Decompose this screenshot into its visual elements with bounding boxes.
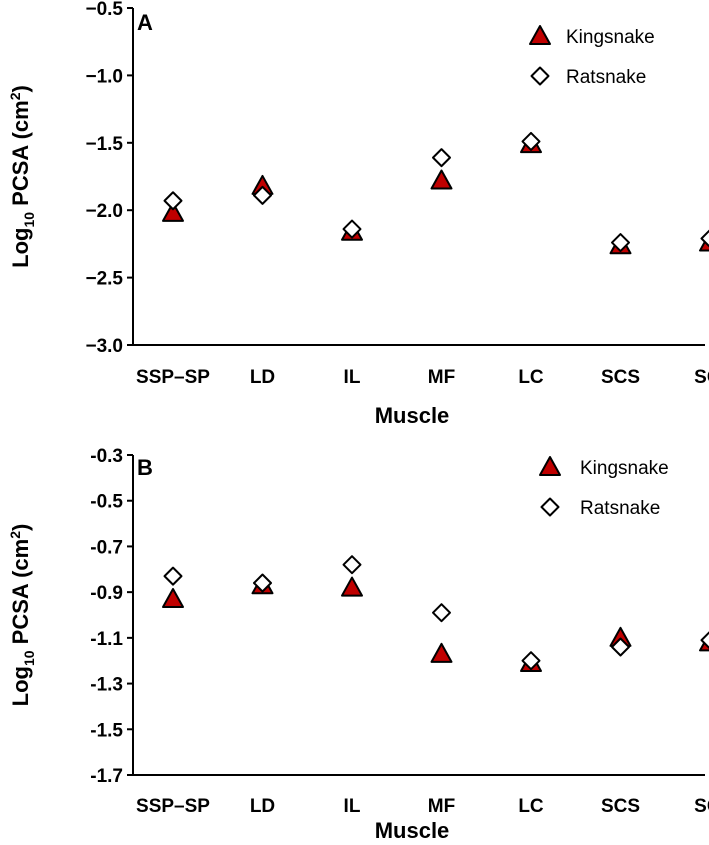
legend-kingsnake-label: Kingsnake <box>566 27 655 48</box>
ratsnake-point <box>700 631 709 650</box>
ratsnake-point <box>253 573 272 593</box>
y-tick-label: -0.7 <box>90 537 123 558</box>
y-tick-label: -1.3 <box>90 675 123 696</box>
kingsnake-point <box>430 169 453 190</box>
y-tick-label: -0.5 <box>90 492 123 513</box>
x-tick-label: SCI <box>694 367 709 388</box>
x-tick-label: SCI <box>694 796 709 817</box>
x-tick-label: LC <box>518 796 544 817</box>
y-axis-title: Log10 PCSA (cm2) <box>7 524 37 707</box>
legend-ratsnake-marker <box>540 497 560 517</box>
x-tick-label: LC <box>518 367 544 388</box>
legend-kingsnake-marker <box>529 25 551 45</box>
kingsnake-point <box>162 588 184 608</box>
x-tick-label: LD <box>250 367 275 388</box>
ratsnake-point <box>432 148 451 168</box>
ratsnake-point <box>521 131 541 151</box>
x-tick-label: SSP–SP <box>136 367 210 388</box>
legend: Kingsnake Ratsnake <box>529 25 655 88</box>
y-tick-label: -0.9 <box>90 583 123 604</box>
y-tick-label: −1.0 <box>85 66 123 87</box>
legend-kingsnake-marker <box>539 456 561 476</box>
x-axis-title: Muscle <box>375 818 450 843</box>
ratsnake-point <box>163 191 183 211</box>
y-tick-label: -1.5 <box>90 720 123 741</box>
kingsnake-point <box>162 201 184 222</box>
panel-label: B <box>137 455 153 480</box>
ratsnake-point <box>163 566 183 586</box>
x-axis-title: Muscle <box>375 403 450 428</box>
kingsnake-point <box>341 576 363 597</box>
chart-panel-b: -0.3 -0.5 -0.7 -0.9 -1.1 -1.3 -1.5 -1.7 SSP–SP LD… <box>7 446 709 843</box>
panel-label: A <box>137 10 153 35</box>
y-tick-label: −0.5 <box>85 0 123 20</box>
legend-ratsnake-marker <box>530 66 550 86</box>
y-axis-title: Log10 PCSA (cm2) <box>7 85 37 268</box>
x-tick-label: SCS <box>601 796 640 817</box>
x-tick-label: MF <box>428 367 455 388</box>
legend-ratsnake-label: Ratsnake <box>566 67 646 88</box>
y-tick-label: −1.5 <box>85 134 123 155</box>
legend: Kingsnake Ratsnake <box>539 456 669 519</box>
ratsnake-point <box>342 555 362 575</box>
legend-kingsnake-label: Kingsnake <box>580 458 669 479</box>
ratsnake-point <box>700 229 709 248</box>
x-tick-label: MF <box>428 796 455 817</box>
x-tick-label: IL <box>344 796 361 817</box>
x-tick-label: SSP–SP <box>136 796 210 817</box>
y-tick-label: -0.3 <box>90 446 123 467</box>
y-tick-label: -1.1 <box>90 629 123 650</box>
ratsnake-point <box>611 233 630 253</box>
ratsnake-point <box>342 219 362 239</box>
legend-ratsnake-label: Ratsnake <box>580 498 660 519</box>
ratsnake-point <box>432 603 451 623</box>
chart-panel-a: −0.5 −1.0 −1.5 −2.0 −2.5 −3.0 SSP–SP LD IL MF LC SC… <box>7 0 709 428</box>
y-tick-label: −2.0 <box>85 201 123 222</box>
y-tick-label: −3.0 <box>85 336 123 357</box>
x-tick-label: IL <box>344 367 361 388</box>
kingsnake-point <box>430 642 453 663</box>
ratsnake-point <box>521 651 541 671</box>
y-tick-label: -1.7 <box>90 766 123 787</box>
ratsnake-point <box>253 185 272 205</box>
y-tick-label: −2.5 <box>85 269 123 290</box>
x-tick-label: SCS <box>601 367 640 388</box>
ratsnake-point <box>611 637 630 657</box>
x-tick-label: LD <box>250 796 275 817</box>
